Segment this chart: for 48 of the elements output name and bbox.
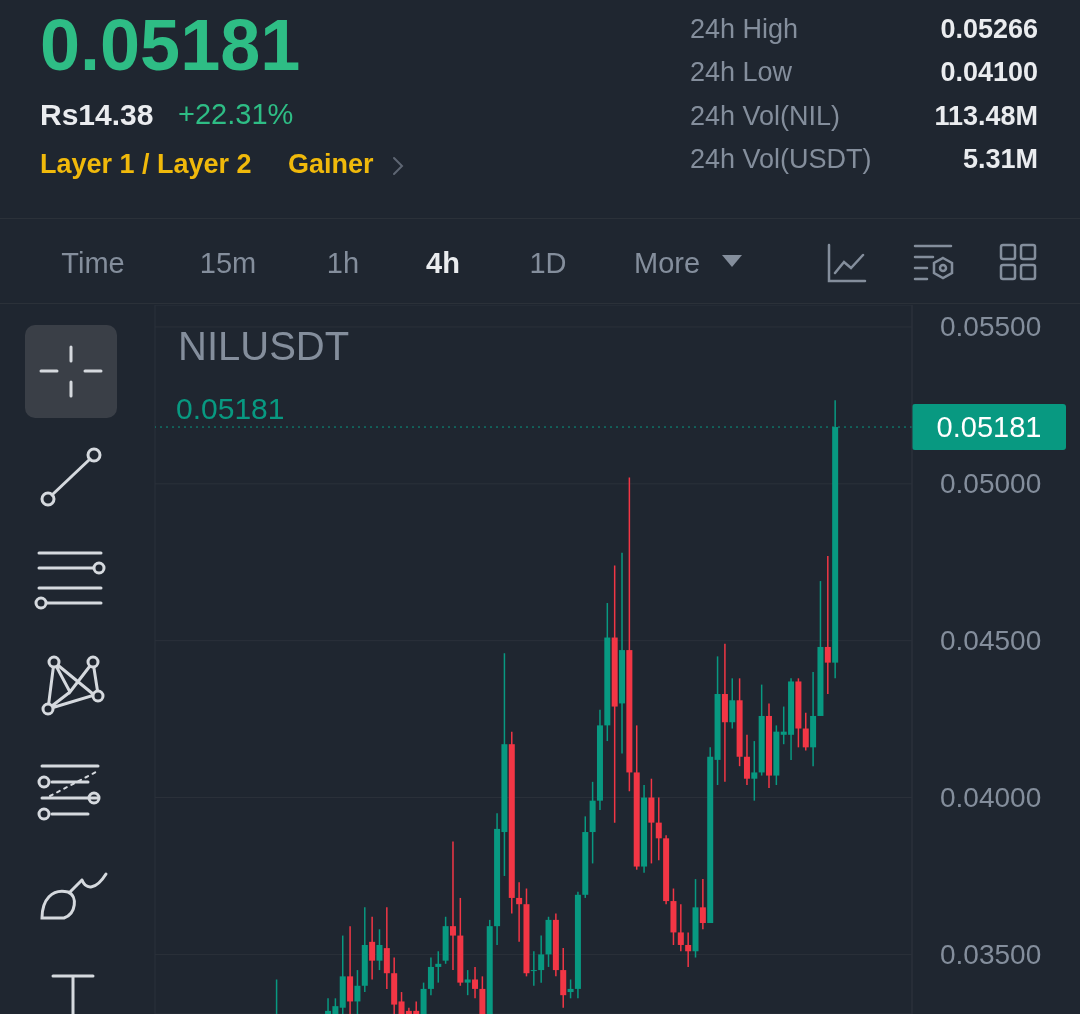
candlestick <box>538 934 545 984</box>
text: 24h High <box>690 13 799 46</box>
candlestick <box>802 712 809 752</box>
candlestick <box>376 928 383 971</box>
text: Layer 1 / Layer 2 <box>40 148 252 181</box>
candlestick <box>449 840 456 971</box>
text: 0.05181 <box>40 4 301 87</box>
text: 15m <box>199 246 257 281</box>
candlestick <box>677 903 684 953</box>
text: 24h Vol(NIL) <box>690 100 841 133</box>
text: 24h Vol(USDT) <box>690 143 872 176</box>
y-tick-label: 0.03500 <box>940 938 1042 970</box>
y-tick-label: 0.05000 <box>940 468 1042 500</box>
candlestick <box>743 734 750 786</box>
candlestick <box>751 740 758 802</box>
candlestick <box>472 966 479 1000</box>
candlestick <box>729 677 736 730</box>
text: 5.31M <box>962 143 1038 176</box>
ref-line-label: 0.05181 <box>936 411 1042 444</box>
candlestick <box>699 878 706 931</box>
text: Gainer <box>288 148 374 181</box>
text: 24h Low <box>690 56 793 89</box>
text: 113.48M <box>934 100 1038 133</box>
candlestick <box>464 969 471 996</box>
candlestick <box>354 969 361 1014</box>
candlestick <box>435 950 442 984</box>
text: 4h <box>426 246 460 281</box>
text: 0.05266 <box>940 13 1038 46</box>
candlestick <box>530 950 537 987</box>
text: Rs14.38 <box>40 97 154 133</box>
text: 0.04100 <box>940 56 1038 89</box>
text: Time <box>61 246 125 281</box>
y-tick-label: 0.04500 <box>940 625 1042 657</box>
text: More <box>634 246 701 281</box>
text: +22.31% <box>178 97 294 132</box>
candlestick <box>427 956 434 996</box>
y-tick-label: 0.05500 <box>940 311 1042 343</box>
text: NILUSDT <box>178 324 350 369</box>
text: 1D <box>529 246 567 281</box>
candlestick <box>567 978 574 1000</box>
candlestick <box>685 931 692 968</box>
candlestick <box>369 916 376 981</box>
annotation: 0.05181 <box>176 391 285 427</box>
candlestick <box>516 881 523 943</box>
y-tick-label: 0.04000 <box>940 782 1042 814</box>
candlestick <box>655 796 662 862</box>
candlestick <box>824 555 831 695</box>
text: 1h <box>326 246 360 281</box>
